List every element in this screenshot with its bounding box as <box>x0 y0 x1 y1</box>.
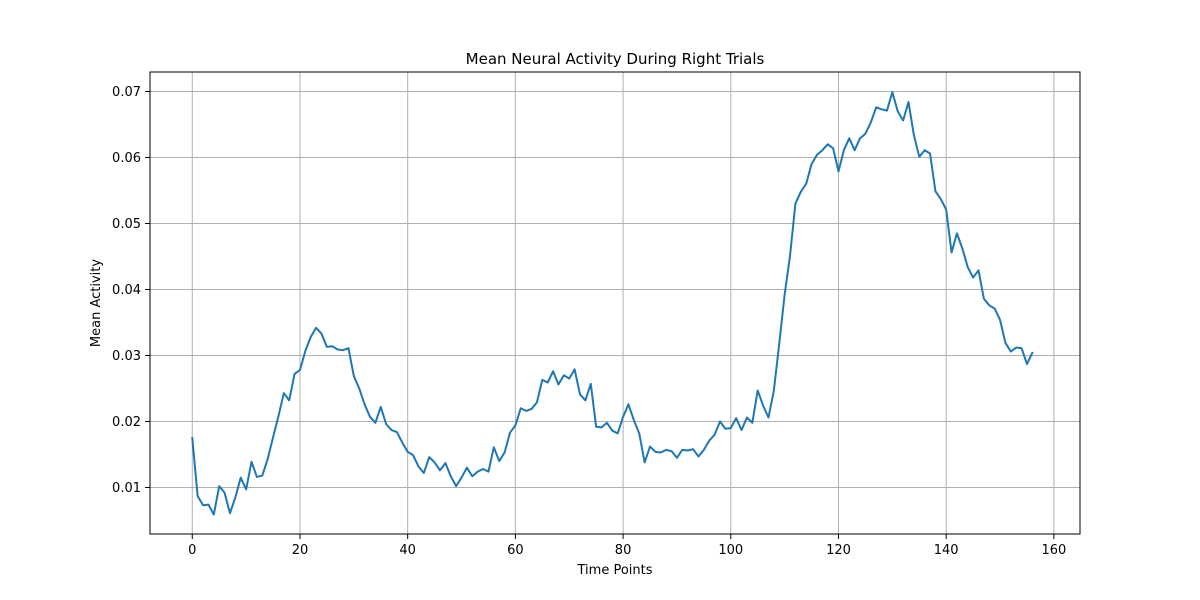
y-tick-label: 0.01 <box>112 481 141 496</box>
x-tick-label: 160 <box>1041 543 1066 558</box>
y-tick-label: 0.06 <box>112 151 141 166</box>
series-layer <box>191 91 1034 516</box>
x-tick-label: 100 <box>718 543 743 558</box>
y-axis-label: Mean Activity <box>89 259 104 347</box>
y-tick-label: 0.05 <box>112 217 141 232</box>
x-axis-label: Time Points <box>577 563 653 578</box>
y-tick-label: 0.04 <box>112 283 141 298</box>
x-tick-label: 140 <box>934 543 959 558</box>
x-tick-label: 60 <box>507 543 524 558</box>
x-tick-label: 0 <box>188 543 196 558</box>
plot-frame <box>149 71 1081 535</box>
series-line <box>191 91 1034 516</box>
chart-title: Mean Neural Activity During Right Trials <box>466 50 765 68</box>
x-tick-label: 120 <box>826 543 851 558</box>
y-tick-label: 0.07 <box>112 85 141 100</box>
x-axis: 0 20 40 60 80 100 120 140 160 <box>188 534 1066 558</box>
y-tick-label: 0.02 <box>112 415 141 430</box>
x-tick-label: 80 <box>615 543 632 558</box>
x-tick-label: 20 <box>292 543 309 558</box>
y-tick-label: 0.03 <box>112 349 141 364</box>
x-tick-label: 40 <box>399 543 416 558</box>
y-axis: 0.01 0.02 0.03 0.04 0.05 0.06 0.07 <box>112 85 150 496</box>
